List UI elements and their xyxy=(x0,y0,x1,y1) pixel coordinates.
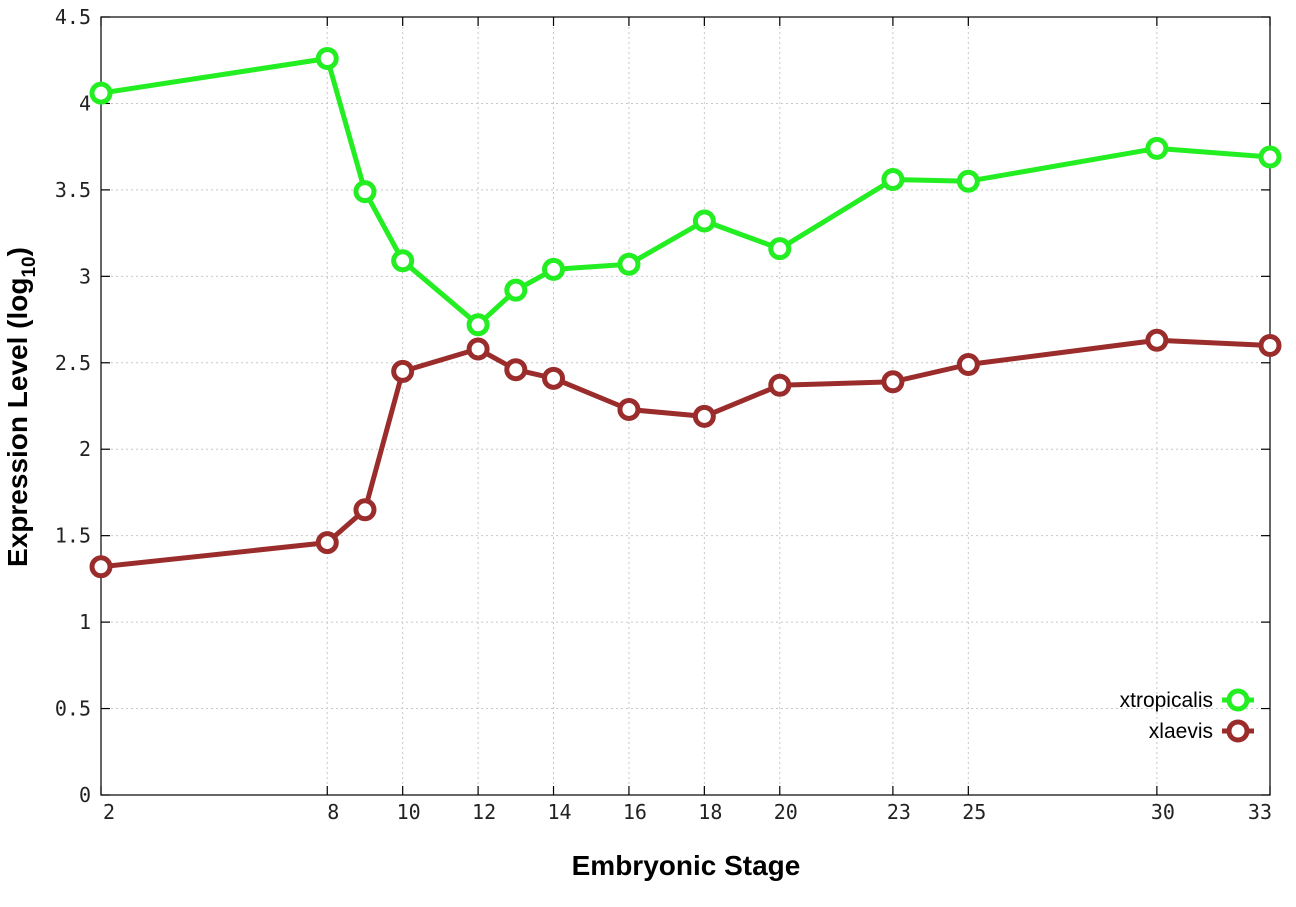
legend-marker-xtropicalis xyxy=(1226,688,1250,712)
data-point-xtropicalis xyxy=(1145,136,1169,160)
data-point-xtropicalis xyxy=(466,313,490,337)
legend: xtropicalis xlaevis xyxy=(1120,688,1254,743)
tick-labels: 0 0.5 1 1.5 2 2.5 3 3.5 4 4.5 2 8 10 12 14 16 18 20 23 25 30… xyxy=(55,5,1272,824)
data-point-xtropicalis xyxy=(391,249,415,273)
data-point-xtropicalis xyxy=(768,237,792,261)
axis-ticks xyxy=(100,16,1271,796)
plot-frame xyxy=(100,16,1271,796)
x-tick-label: 14 xyxy=(547,800,571,824)
y-tick-label: 4.5 xyxy=(55,5,91,29)
data-point-xtropicalis xyxy=(1258,145,1282,169)
data-point-xtropicalis xyxy=(617,252,641,276)
x-tick-label: 18 xyxy=(698,800,722,824)
legend-label-xlaevis: xlaevis xyxy=(1149,720,1213,743)
x-tick-label: 2 xyxy=(103,800,115,824)
data-point-xtropicalis xyxy=(692,209,716,233)
x-tick-label: 16 xyxy=(623,800,647,824)
series-line-xtropicalis xyxy=(100,56,1271,328)
y-axis-title-suffix: ) xyxy=(2,247,33,256)
data-point-xlaevis xyxy=(315,531,339,555)
y-axis-title-subscript: 10 xyxy=(19,256,40,277)
data-point-xtropicalis xyxy=(881,168,905,192)
data-point-xlaevis xyxy=(466,337,490,361)
data-point-xlaevis xyxy=(881,370,905,394)
data-point-xlaevis xyxy=(768,373,792,397)
y-axis-title: Expression Level (log10) xyxy=(2,247,40,567)
x-tick-label: 25 xyxy=(962,800,986,824)
x-tick-label: 12 xyxy=(472,800,496,824)
y-tick-label: 2.5 xyxy=(55,351,91,375)
x-tick-label: 20 xyxy=(774,800,798,824)
y-tick-label: 2 xyxy=(79,437,91,461)
data-point-xtropicalis xyxy=(956,169,980,193)
x-tick-label: 10 xyxy=(397,800,421,824)
series-xtropicalis xyxy=(89,46,1282,337)
y-tick-label: 3.5 xyxy=(55,178,91,202)
data-point-xlaevis xyxy=(956,353,980,377)
y-tick-label: 1.5 xyxy=(55,524,91,548)
legend-label-xtropicalis: xtropicalis xyxy=(1120,689,1213,712)
x-axis-title: Embryonic Stage xyxy=(572,850,801,881)
data-point-xtropicalis xyxy=(89,81,113,105)
data-point-xlaevis xyxy=(504,358,528,382)
data-series xyxy=(89,46,1282,579)
y-tick-label: 4 xyxy=(79,91,91,115)
plot-border xyxy=(100,16,1271,796)
y-tick-label: 0 xyxy=(79,783,91,807)
data-point-xtropicalis xyxy=(504,278,528,302)
data-point-xlaevis xyxy=(391,359,415,383)
grid-lines xyxy=(101,17,1270,795)
data-point-xlaevis xyxy=(617,397,641,421)
data-point-xlaevis xyxy=(1258,333,1282,357)
y-tick-label: 3 xyxy=(79,264,91,288)
data-point-xlaevis xyxy=(542,366,566,390)
legend-marker-xlaevis xyxy=(1226,719,1250,743)
series-xlaevis xyxy=(89,328,1282,579)
data-point-xlaevis xyxy=(1145,328,1169,352)
data-point-xlaevis xyxy=(353,498,377,522)
y-tick-label: 0.5 xyxy=(55,697,91,721)
x-tick-label: 33 xyxy=(1248,800,1272,824)
data-point-xtropicalis xyxy=(542,257,566,281)
data-point-xtropicalis xyxy=(353,180,377,204)
y-tick-label: 1 xyxy=(79,610,91,634)
x-tick-label: 30 xyxy=(1151,800,1175,824)
x-tick-label: 8 xyxy=(327,800,339,824)
x-tick-label: 23 xyxy=(887,800,911,824)
data-point-xtropicalis xyxy=(315,46,339,70)
data-point-xlaevis xyxy=(692,404,716,428)
data-point-xlaevis xyxy=(89,555,113,579)
series-line-xlaevis xyxy=(100,337,1271,570)
